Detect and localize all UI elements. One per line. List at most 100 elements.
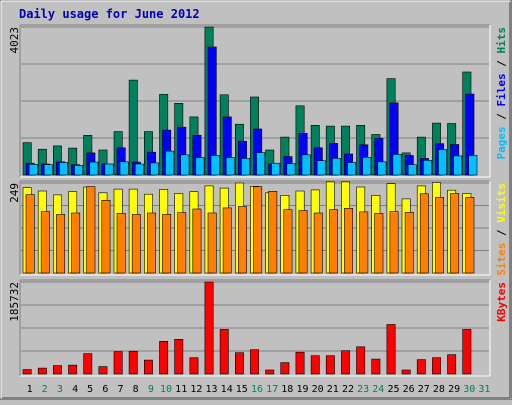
bar-sites-day-10 bbox=[162, 214, 172, 274]
legend-visits: Visits bbox=[495, 183, 508, 223]
bar-kbytes-day-22 bbox=[341, 350, 350, 375]
day-label-10: 10 bbox=[160, 384, 172, 395]
day-label-22: 22 bbox=[342, 384, 354, 395]
bar-kbytes-day-9 bbox=[144, 359, 153, 375]
bar-pages-day-25 bbox=[392, 154, 402, 176]
bar-kbytes-day-17 bbox=[265, 369, 275, 375]
bar-pages-day-1 bbox=[28, 164, 38, 176]
chart-legends: Pages / Files / Hits Sites / Visits KBytes bbox=[495, 27, 508, 322]
day-label-30: 30 bbox=[463, 384, 475, 395]
bar-sites-day-27 bbox=[419, 193, 429, 274]
day-label-16: 16 bbox=[251, 384, 263, 395]
day-label-8: 8 bbox=[133, 384, 139, 395]
bar-kbytes-day-20 bbox=[310, 355, 320, 375]
bar-pages-day-4 bbox=[74, 165, 84, 176]
bar-kbytes-day-28 bbox=[432, 357, 441, 375]
bar-sites-day-8 bbox=[131, 214, 141, 274]
day-labels: 1 2 3 4 5 6 7 8 9 10 11 12 13 14 15 16 17 18 19 20 21 22 23 24 2… bbox=[27, 384, 491, 395]
day-label-14: 14 bbox=[221, 384, 233, 395]
bar-pages-day-30 bbox=[468, 155, 478, 176]
day-label-17: 17 bbox=[266, 384, 278, 395]
bar-pages-day-15 bbox=[241, 158, 250, 176]
bar-sites-day-21 bbox=[328, 209, 338, 274]
bar-kbytes-day-4 bbox=[68, 364, 78, 375]
bar-kbytes-day-27 bbox=[416, 359, 426, 375]
day-label-3: 3 bbox=[57, 384, 63, 395]
bar-sites-day-14 bbox=[222, 207, 232, 274]
legend-separator: / bbox=[495, 54, 508, 74]
bar-kbytes-day-3 bbox=[52, 365, 62, 375]
bar-sites-day-19 bbox=[298, 210, 308, 274]
bar-pages-day-13 bbox=[210, 155, 220, 176]
bar-sites-day-24 bbox=[374, 213, 384, 274]
bar-sites-day-30 bbox=[465, 197, 475, 274]
bar-sites-day-28 bbox=[435, 197, 444, 274]
day-label-7: 7 bbox=[117, 384, 123, 395]
day-label-23: 23 bbox=[357, 384, 369, 395]
legend-sites: Sites bbox=[495, 243, 508, 276]
bar-kbytes-day-6 bbox=[98, 366, 108, 375]
bar-sites-day-6 bbox=[101, 200, 111, 274]
day-label-15: 15 bbox=[236, 384, 248, 395]
bar-pages-day-5 bbox=[89, 161, 99, 176]
bar-pages-day-23 bbox=[362, 157, 372, 176]
bar-pages-day-27 bbox=[422, 160, 432, 176]
bar-pages-day-7 bbox=[119, 161, 129, 176]
day-label-18: 18 bbox=[281, 384, 293, 395]
legend-kbytes: KBytes bbox=[495, 282, 508, 322]
day-label-25: 25 bbox=[387, 384, 399, 395]
bar-sites-day-12 bbox=[192, 208, 202, 274]
bar-kbytes-day-11 bbox=[174, 338, 184, 375]
panel-3-legend: KBytes bbox=[495, 282, 508, 322]
bar-kbytes-day-30 bbox=[462, 329, 472, 375]
bar-sites-day-18 bbox=[283, 209, 293, 274]
legend-pages: Pages bbox=[495, 126, 508, 159]
bar-kbytes-day-29 bbox=[447, 354, 457, 375]
bar-pages-day-17 bbox=[271, 162, 281, 176]
day-label-13: 13 bbox=[205, 384, 217, 395]
bar-sites-day-13 bbox=[207, 212, 217, 274]
bar-kbytes-day-10 bbox=[159, 340, 169, 375]
bar-pages-day-14 bbox=[225, 157, 235, 176]
bar-kbytes-day-19 bbox=[295, 351, 305, 375]
bar-pages-day-8 bbox=[134, 163, 144, 176]
bar-sites-day-26 bbox=[404, 212, 414, 274]
bar-pages-day-9 bbox=[150, 162, 159, 176]
chart-title: Daily usage for June 2012 bbox=[19, 7, 200, 21]
bar-kbytes-day-2 bbox=[37, 367, 47, 375]
bar-kbytes-day-25 bbox=[386, 324, 396, 375]
bar-kbytes-day-5 bbox=[83, 353, 93, 375]
bar-pages-day-2 bbox=[43, 164, 53, 176]
day-label-12: 12 bbox=[190, 384, 202, 395]
day-label-5: 5 bbox=[87, 384, 93, 395]
bar-kbytes-day-21 bbox=[325, 355, 335, 375]
bar-kbytes-day-26 bbox=[401, 369, 411, 375]
bar-kbytes-day-18 bbox=[280, 362, 290, 375]
bar-pages-day-10 bbox=[165, 150, 175, 176]
bar-sites-day-11 bbox=[177, 212, 187, 274]
bar-kbytes-day-8 bbox=[128, 350, 138, 375]
bar-kbytes-day-23 bbox=[356, 346, 366, 375]
bar-pages-day-3 bbox=[59, 162, 69, 176]
panel-2-legend: Sites / Visits bbox=[495, 183, 508, 276]
legend-hits: Hits bbox=[495, 27, 508, 54]
bar-sites-day-17 bbox=[268, 191, 278, 274]
bar-pages-day-12 bbox=[195, 157, 205, 176]
bar-pages-day-16 bbox=[256, 152, 266, 176]
bar-kbytes-day-15 bbox=[235, 352, 244, 375]
day-label-28: 28 bbox=[433, 384, 445, 395]
day-label-4: 4 bbox=[72, 384, 78, 395]
bar-kbytes-day-1 bbox=[22, 369, 32, 375]
bar-sites-day-5 bbox=[86, 186, 96, 274]
panel-3-max-label: 185732 bbox=[8, 282, 21, 322]
bar-pages-day-11 bbox=[180, 154, 190, 176]
bar-hits-day-8 bbox=[128, 79, 138, 176]
bar-kbytes-day-13 bbox=[204, 281, 214, 375]
bar-pages-day-24 bbox=[377, 161, 387, 176]
bar-sites-day-29 bbox=[450, 193, 460, 274]
bar-sites-day-7 bbox=[116, 213, 126, 274]
bar-kbytes-day-16 bbox=[250, 349, 259, 375]
day-label-1: 1 bbox=[27, 384, 33, 395]
